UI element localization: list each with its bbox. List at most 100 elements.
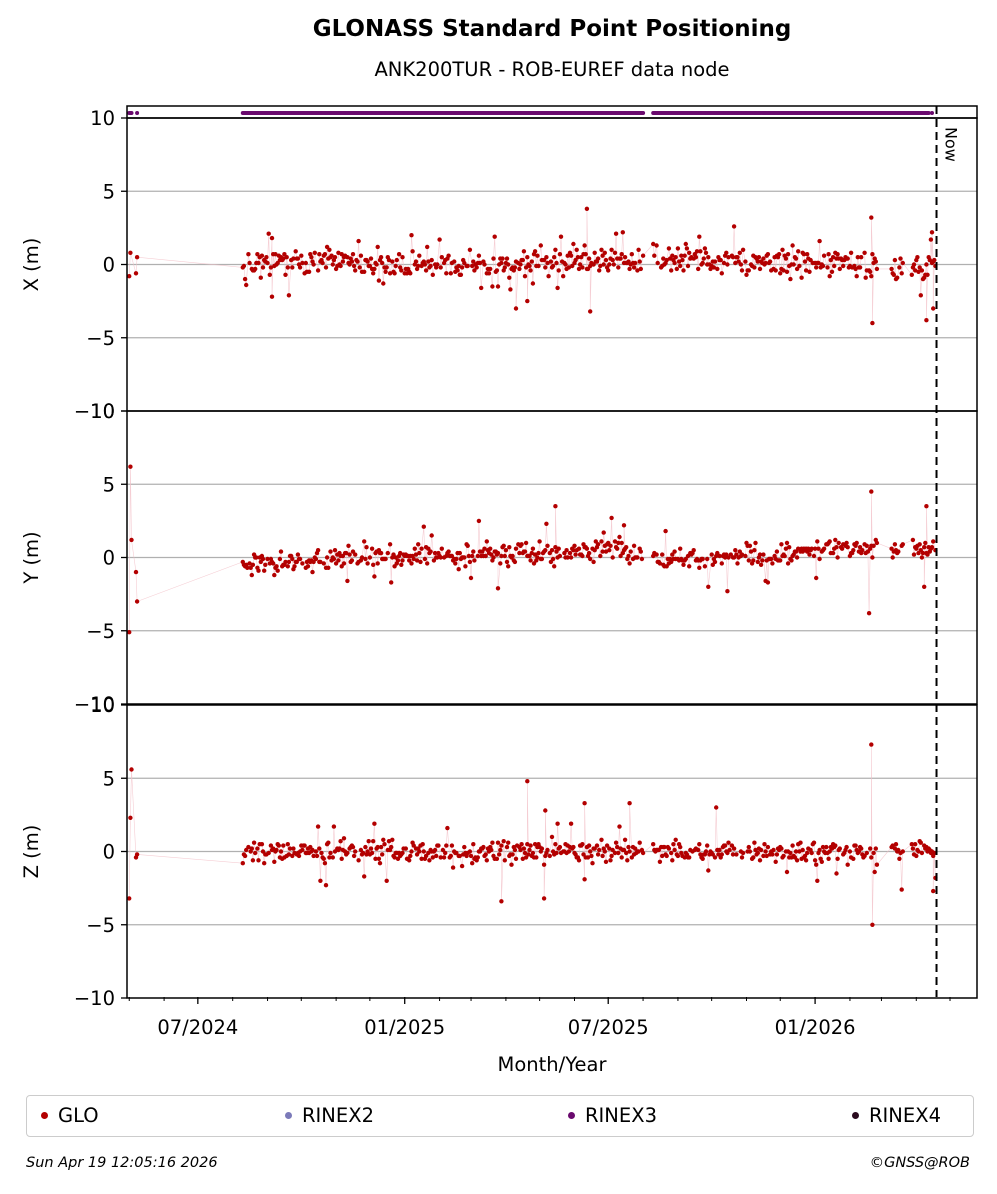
data-point	[263, 562, 268, 567]
data-point	[597, 268, 602, 273]
data-point	[281, 256, 286, 261]
data-point	[382, 842, 387, 847]
data-point	[408, 853, 413, 859]
footer-date: Sun Apr 19 12:05:16 2026	[26, 1155, 218, 1171]
data-point	[256, 858, 261, 863]
data-point	[608, 543, 613, 548]
data-point	[783, 546, 789, 551]
data-point	[719, 271, 724, 276]
data-point	[322, 252, 328, 257]
data-point	[564, 548, 569, 553]
data-point	[747, 543, 753, 548]
data-point	[557, 252, 563, 257]
data-point	[385, 550, 390, 556]
data-point	[372, 266, 377, 272]
data-point	[483, 553, 488, 559]
data-point	[654, 243, 659, 248]
data-point	[510, 852, 515, 857]
data-point	[797, 849, 802, 854]
data-point	[571, 241, 576, 247]
data-point	[619, 855, 624, 860]
data-point	[371, 839, 376, 844]
data-point	[366, 839, 371, 844]
data-point	[519, 542, 524, 547]
now-label: Now	[942, 127, 961, 162]
data-point	[513, 546, 519, 551]
data-point	[794, 555, 800, 560]
data-point	[314, 853, 320, 859]
data-point	[409, 849, 414, 854]
data-point	[286, 559, 292, 565]
data-point	[834, 545, 839, 550]
data-point	[525, 255, 530, 260]
data-point	[556, 546, 561, 551]
data-point	[295, 552, 301, 557]
data-point	[266, 231, 271, 236]
data-point	[571, 548, 576, 553]
data-point	[918, 293, 923, 298]
data-point	[518, 262, 523, 267]
data-point	[272, 572, 277, 578]
data-point	[350, 252, 356, 257]
data-point	[706, 255, 711, 260]
data-point	[336, 250, 341, 255]
data-point	[249, 846, 254, 851]
data-point	[598, 553, 603, 559]
data-point	[609, 247, 614, 252]
data-point	[556, 268, 561, 273]
legend-label: RINEX3	[585, 1104, 657, 1127]
data-point	[835, 856, 840, 861]
data-point	[437, 237, 442, 242]
y-axis-label: X (m)	[20, 238, 43, 292]
data-point	[260, 265, 266, 270]
data-point	[245, 565, 250, 570]
data-point	[529, 550, 534, 556]
data-point	[752, 840, 757, 845]
data-point	[586, 256, 592, 261]
data-point	[327, 247, 332, 252]
data-point	[133, 569, 139, 575]
data-point	[922, 545, 927, 550]
data-point	[739, 552, 745, 557]
data-point	[453, 561, 458, 566]
data-point	[400, 558, 405, 563]
data-point	[928, 237, 934, 242]
data-point	[495, 550, 501, 556]
data-point	[712, 855, 718, 860]
data-point	[638, 549, 643, 554]
data-point	[809, 546, 814, 551]
data-point	[283, 559, 288, 565]
data-point	[874, 266, 880, 272]
data-point	[845, 256, 850, 261]
data-point	[358, 253, 364, 258]
data-point	[824, 844, 829, 850]
data-point	[869, 215, 874, 220]
data-point	[522, 274, 528, 279]
data-point	[459, 265, 465, 270]
data-point	[255, 846, 260, 851]
data-point	[594, 843, 600, 848]
data-point	[274, 564, 279, 569]
data-point	[758, 562, 764, 567]
data-point	[498, 847, 503, 853]
data-point	[717, 847, 722, 853]
data-point	[318, 878, 323, 883]
data-point	[522, 549, 528, 554]
data-point	[706, 868, 711, 873]
data-point	[737, 250, 742, 255]
legend-item-rinex4: RINEX4	[852, 1096, 941, 1135]
data-point	[549, 548, 555, 553]
data-point	[305, 564, 311, 569]
data-point	[633, 260, 638, 266]
data-point	[873, 259, 878, 264]
data-point	[670, 552, 675, 557]
data-point	[351, 263, 357, 269]
data-point	[349, 259, 355, 264]
data-point	[619, 252, 624, 257]
data-point	[466, 553, 471, 559]
data-point	[134, 852, 140, 857]
data-point	[615, 546, 620, 551]
data-point	[306, 269, 312, 274]
data-point	[244, 282, 249, 288]
data-point	[726, 255, 731, 260]
